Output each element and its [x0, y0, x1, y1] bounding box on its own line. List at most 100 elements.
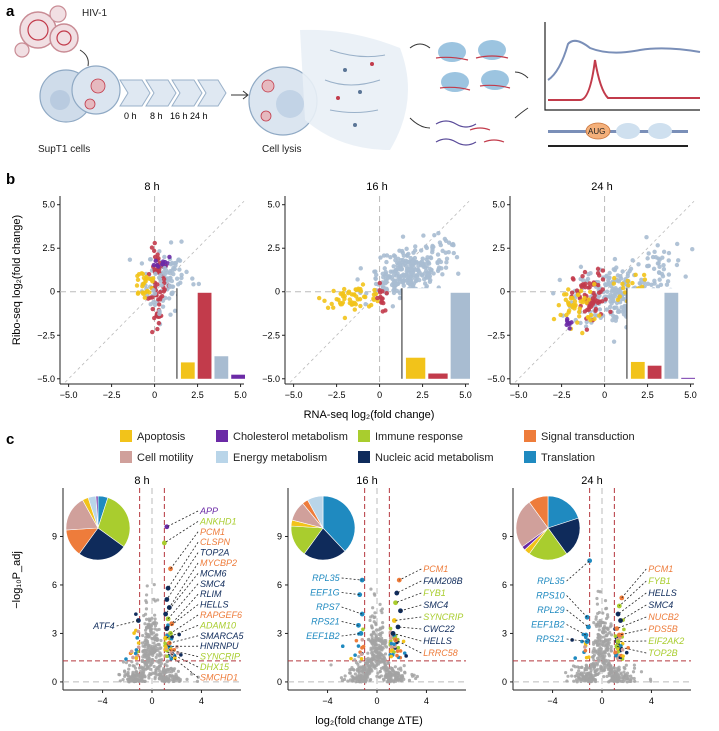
data-point	[384, 290, 389, 296]
background-point	[609, 622, 613, 626]
data-point	[346, 290, 351, 296]
gene-label: TOP2A	[200, 548, 229, 558]
background-point	[149, 630, 153, 634]
background-point	[370, 656, 374, 660]
background-point	[383, 652, 388, 656]
data-point	[435, 260, 440, 266]
data-point	[168, 262, 174, 267]
background-point	[632, 676, 636, 681]
background-point	[403, 671, 407, 675]
data-point	[147, 257, 153, 262]
background-point	[195, 679, 200, 683]
background-point	[153, 671, 157, 675]
data-point	[368, 302, 374, 308]
background-point	[589, 671, 593, 675]
data-point	[382, 266, 387, 271]
pie-slice-immune	[97, 497, 131, 548]
data-point	[162, 254, 167, 260]
significant-point	[615, 656, 620, 661]
data-point	[151, 288, 156, 293]
data-point	[417, 277, 422, 283]
data-point	[410, 283, 416, 288]
data-point	[617, 294, 623, 299]
data-point	[384, 259, 389, 265]
data-point	[656, 260, 661, 266]
inset-bar	[405, 357, 426, 379]
background-point	[151, 651, 155, 655]
background-point	[343, 674, 347, 678]
background-point	[373, 643, 378, 647]
significant-point	[389, 645, 394, 649]
background-point	[595, 639, 599, 643]
background-point	[564, 671, 568, 675]
significant-point	[573, 656, 578, 660]
data-point	[361, 294, 367, 299]
legend-label: Cell motility	[137, 452, 194, 464]
background-point	[608, 630, 612, 635]
highlight-point	[164, 524, 170, 530]
gene-label: RPS7	[316, 602, 341, 612]
inset-bar	[450, 292, 470, 379]
background-point	[574, 674, 578, 678]
inset-bar	[214, 356, 229, 379]
y-tick-label: −5.0	[37, 374, 55, 384]
x-tick-label: −2.5	[553, 390, 571, 400]
gene-label: FAM208B	[423, 576, 462, 586]
data-point	[400, 248, 405, 254]
y-tick-label: 5.0	[42, 200, 55, 210]
label-leader	[566, 595, 588, 618]
data-point	[383, 271, 389, 277]
background-point	[157, 643, 161, 647]
background-point	[584, 663, 588, 667]
background-point	[386, 680, 390, 684]
significant-point	[354, 638, 359, 643]
gene-label: PCM1	[423, 564, 448, 574]
background-point	[603, 599, 608, 603]
b-ylabel: Ribo-seq log₂(fold change)	[11, 215, 23, 345]
significant-point	[621, 654, 625, 658]
background-point	[185, 677, 189, 681]
data-point	[401, 253, 407, 258]
data-point	[633, 272, 638, 278]
data-point	[142, 295, 148, 300]
pie-slice-nucleic	[303, 527, 346, 561]
background-point	[377, 628, 381, 632]
x-tick-label: −5.0	[60, 390, 78, 400]
data-point	[586, 285, 591, 290]
data-point	[451, 243, 456, 248]
background-point	[584, 675, 589, 679]
background-point	[619, 679, 624, 683]
label-leader	[566, 638, 588, 642]
background-point	[148, 667, 153, 671]
highlight-point	[163, 635, 168, 641]
label-leader	[165, 573, 199, 615]
background-point	[354, 676, 358, 680]
data-point	[377, 280, 383, 286]
data-point	[155, 326, 160, 332]
background-point	[166, 668, 170, 672]
background-point	[367, 670, 371, 674]
data-point	[446, 250, 451, 255]
legend-item-translation: Translation	[524, 451, 595, 464]
background-point	[372, 653, 376, 658]
data-point	[159, 283, 164, 288]
data-point	[607, 304, 613, 310]
background-point	[573, 665, 577, 669]
background-point	[134, 672, 138, 676]
x-tick-label: 5.0	[234, 390, 247, 400]
background-point	[152, 646, 156, 650]
highlight-point	[395, 624, 401, 630]
background-point	[135, 662, 139, 666]
data-point	[642, 277, 648, 282]
background-point	[149, 663, 153, 667]
background-point	[150, 616, 154, 620]
highlight-point	[614, 626, 620, 631]
gene-label: MYCBP2	[200, 558, 237, 568]
background-point	[382, 678, 386, 682]
hiv-virus-icon	[14, 5, 79, 58]
data-point	[592, 316, 597, 322]
data-point	[393, 257, 398, 263]
legend-swatch	[358, 430, 370, 442]
data-point	[372, 269, 377, 274]
gene-label: TOP2B	[648, 648, 677, 658]
